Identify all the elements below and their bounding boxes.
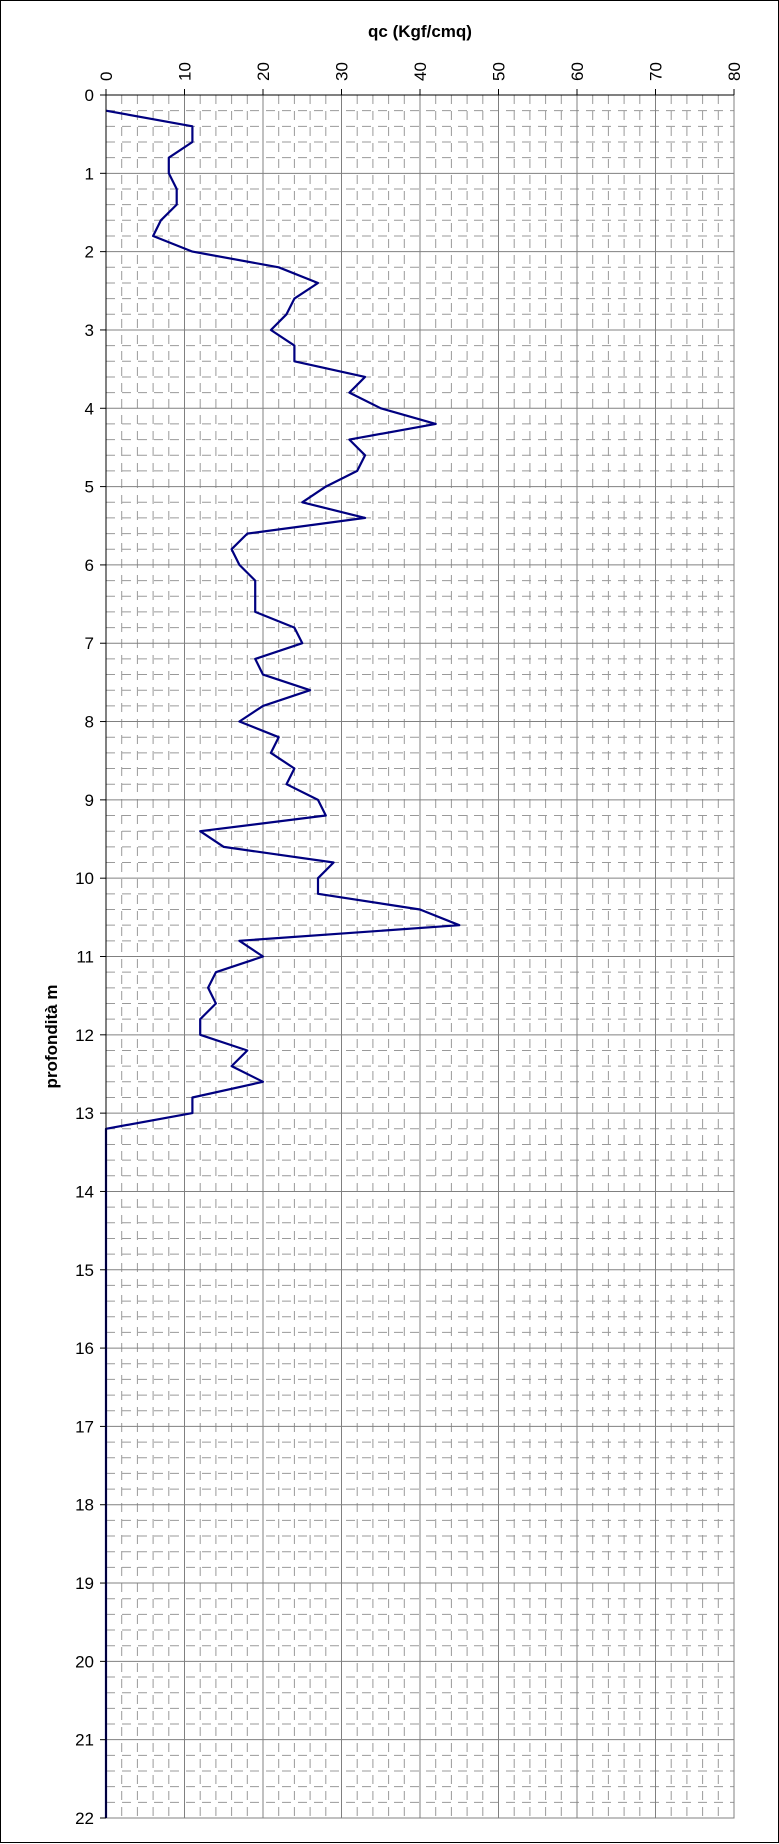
- minor-grid: [106, 95, 734, 1818]
- x-tick-label: 80: [725, 62, 744, 81]
- x-tick-label: 20: [254, 62, 273, 81]
- x-axis-title: qc (Kgf/cmq): [368, 22, 472, 41]
- x-tick-label: 40: [411, 62, 430, 81]
- y-tick-label: 21: [75, 1731, 94, 1750]
- y-tick-label: 4: [85, 399, 94, 418]
- y-tick-label: 14: [75, 1182, 94, 1201]
- y-tick-label: 17: [75, 1417, 94, 1436]
- y-tick-label: 9: [85, 791, 94, 810]
- y-tick-label: 2: [85, 243, 94, 262]
- y-tick-label: 11: [76, 948, 94, 967]
- y-tick-label: 8: [85, 713, 94, 732]
- y-axis-title: profondità m: [42, 985, 61, 1089]
- y-tick-label: 12: [75, 1026, 94, 1045]
- y-tick-label: 22: [75, 1809, 94, 1828]
- y-tick-label: 20: [75, 1652, 94, 1671]
- y-tick-label: 15: [75, 1261, 94, 1280]
- y-tick-label: 16: [75, 1339, 94, 1358]
- y-tick-label: 0: [85, 86, 94, 105]
- qc-profile-line: [104, 109, 461, 1818]
- x-tick-label: 70: [647, 62, 666, 81]
- y-tick-label: 19: [75, 1574, 94, 1593]
- y-tick-label: 7: [85, 634, 94, 653]
- x-tick-label: 50: [490, 62, 509, 81]
- y-tick-label: 5: [85, 478, 94, 497]
- x-tick-labels: 0 10 20 30 40 50 60 70 80: [97, 62, 744, 81]
- y-tick-label: 3: [85, 321, 94, 340]
- y-tick-label: 18: [75, 1496, 94, 1515]
- y-tick-label: 10: [75, 869, 94, 888]
- x-tick-label: 30: [333, 62, 352, 81]
- x-tick-label: 0: [97, 72, 116, 81]
- y-tick-label: 6: [85, 556, 94, 575]
- x-tick-label: 10: [176, 62, 195, 81]
- x-tick-label: 60: [568, 62, 587, 81]
- y-tick-label: 1: [85, 164, 94, 183]
- axis-layer: [100, 89, 735, 1819]
- y-tick-label: 13: [75, 1104, 94, 1123]
- series-layer: [104, 109, 461, 1818]
